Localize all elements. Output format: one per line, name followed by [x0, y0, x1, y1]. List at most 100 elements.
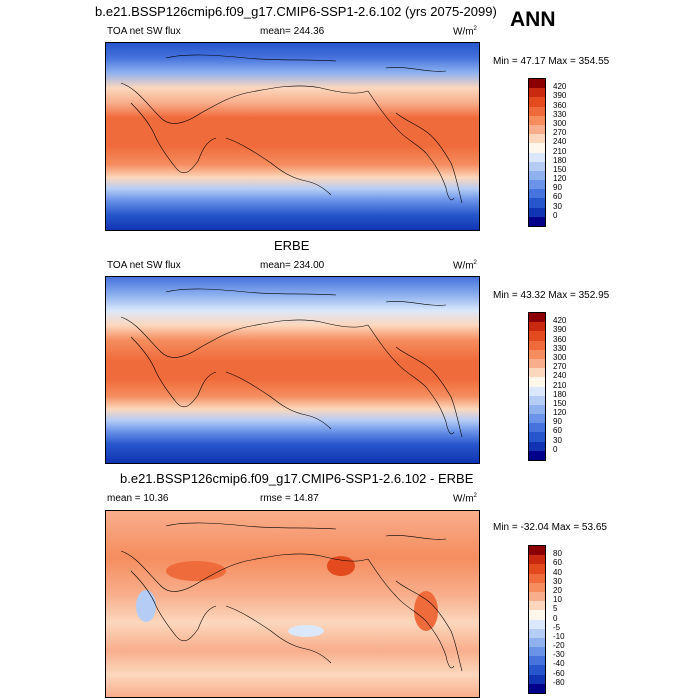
- colorbar-cell: [529, 555, 545, 565]
- panel-2-coastlines: [120, 288, 463, 438]
- colorbar-tick-label: 90: [553, 183, 562, 193]
- panel-1-field: [106, 43, 479, 230]
- colorbar-cell: [529, 340, 545, 350]
- panel-2-colorbar: [528, 312, 546, 461]
- colorbar-cell: [529, 582, 545, 592]
- colorbar-tick-label: 210: [553, 146, 567, 156]
- panel-3-units: W/m2: [453, 493, 477, 505]
- colorbar-cell: [529, 97, 545, 107]
- colorbar-cell: [529, 198, 545, 208]
- panel-2-field: [106, 277, 479, 463]
- panel-3-mean-label: mean = 10.36: [107, 493, 169, 504]
- colorbar-tick-label: 420: [553, 316, 567, 326]
- colorbar-tick-label: 20: [553, 585, 562, 595]
- colorbar-tick-label: 30: [553, 201, 562, 211]
- colorbar-tick-label: 300: [553, 352, 567, 362]
- colorbar-cell: [529, 161, 545, 171]
- colorbar-tick-label: 180: [553, 155, 567, 165]
- panel-2-variable-label: TOA net SW flux: [107, 260, 181, 271]
- panel-1-minmax: Min = 47.17 Max = 354.55: [493, 56, 610, 67]
- colorbar-cell: [529, 88, 545, 98]
- colorbar-tick-label: 390: [553, 325, 567, 335]
- colorbar-tick-label: 210: [553, 380, 567, 390]
- panel-1-colorbar-labels: 420 390 360 330 300 270 240 210 180 150 120 90 60 30 0: [553, 78, 593, 225]
- colorbar-tick-label: 360: [553, 334, 567, 344]
- colorbar-cell: [529, 331, 545, 341]
- colorbar-tick-label: 300: [553, 118, 567, 128]
- colorbar-tick-label: 5: [553, 604, 558, 614]
- panel-3-colorbar-labels: 80 60 40 30 20 10 5 0 -5 -10 -20 -30 -40 -60 -80: [553, 545, 593, 692]
- colorbar-tick-label: 30: [553, 435, 562, 445]
- colorbar-cell: [529, 106, 545, 116]
- colorbar-tick-label: 60: [553, 192, 562, 202]
- colorbar-cell: [529, 564, 545, 574]
- colorbar-cell: [529, 610, 545, 620]
- colorbar-cell: [529, 349, 545, 359]
- colorbar-tick-label: 120: [553, 408, 567, 418]
- panel-1-mean-label: mean= 244.36: [260, 26, 325, 37]
- panel-3-field: [106, 511, 479, 697]
- colorbar-cell: [529, 180, 545, 190]
- colorbar-cell: [529, 432, 545, 442]
- panel-3-coastlines: [120, 522, 463, 672]
- colorbar-cell: [529, 207, 545, 217]
- panel-3-title: b.e21.BSSP126cmip6.f09_g17.CMIP6-SSP1-2.…: [120, 471, 474, 486]
- panel-1-title: b.e21.BSSP126cmip6.f09_g17.CMIP6-SSP1-2.…: [95, 4, 497, 19]
- colorbar-tick-label: 150: [553, 164, 567, 174]
- colorbar-cell: [529, 322, 545, 332]
- colorbar-tick-label: 60: [553, 558, 562, 568]
- colorbar-tick-label: 240: [553, 137, 567, 147]
- colorbar-tick-label: -30: [553, 650, 565, 660]
- colorbar-cell: [529, 124, 545, 135]
- colorbar-cell: [529, 143, 545, 153]
- panel-2-title: ERBE: [274, 238, 310, 253]
- colorbar-cell: [529, 386, 545, 396]
- panel-2-mean-label: mean= 234.00: [260, 260, 325, 271]
- panel-3-map: [105, 510, 480, 698]
- colorbar-cell: [529, 404, 545, 415]
- panel-2-units: W/m2: [453, 260, 477, 272]
- colorbar-tick-label: 0: [553, 613, 558, 623]
- colorbar-cell: [529, 79, 545, 89]
- season-label: ANN: [510, 8, 556, 31]
- panel-1-units: W/m2: [453, 26, 477, 38]
- colorbar-cell: [529, 647, 545, 657]
- panel-1-coastlines: [120, 54, 463, 204]
- colorbar-tick-label: -10: [553, 631, 565, 641]
- colorbar-cell: [529, 665, 545, 675]
- panel-1-variable-label: TOA net SW flux: [107, 26, 181, 37]
- colorbar-cell: [529, 368, 545, 378]
- colorbar-tick-label: 30: [553, 576, 562, 586]
- colorbar-tick-label: 420: [553, 82, 567, 92]
- colorbar-cell: [529, 591, 545, 602]
- colorbar-cell: [529, 414, 545, 424]
- colorbar-cell: [529, 450, 545, 460]
- colorbar-tick-label: 180: [553, 389, 567, 399]
- panel-2-map: [105, 276, 480, 464]
- colorbar-cell: [529, 546, 545, 556]
- colorbar-tick-label: 390: [553, 91, 567, 101]
- colorbar-cell: [529, 441, 545, 451]
- colorbar-cell: [529, 423, 545, 433]
- colorbar-cell: [529, 134, 545, 144]
- colorbar-tick-label: 0: [553, 210, 558, 220]
- panel-2-minmax: Min = 43.32 Max = 352.95: [493, 290, 610, 301]
- colorbar-tick-label: 330: [553, 343, 567, 353]
- colorbar-cell: [529, 601, 545, 611]
- colorbar-tick-label: 360: [553, 100, 567, 110]
- colorbar-cell: [529, 637, 545, 648]
- colorbar-cell: [529, 619, 545, 629]
- colorbar-tick-label: -60: [553, 668, 565, 678]
- colorbar-cell: [529, 115, 545, 125]
- colorbar-tick-label: -80: [553, 677, 565, 687]
- colorbar-tick-label: -40: [553, 659, 565, 669]
- colorbar-tick-label: -5: [553, 622, 561, 632]
- colorbar-tick-label: 150: [553, 398, 567, 408]
- colorbar-cell: [529, 573, 545, 583]
- colorbar-cell: [529, 313, 545, 323]
- panel-2-colorbar-labels: 420 390 360 330 300 270 240 210 180 150 120 90 60 30 0: [553, 312, 593, 459]
- panel-3-rmse-label: rmse = 14.87: [260, 493, 319, 504]
- colorbar-tick-label: 40: [553, 567, 562, 577]
- colorbar-cell: [529, 170, 545, 181]
- colorbar-tick-label: 90: [553, 417, 562, 427]
